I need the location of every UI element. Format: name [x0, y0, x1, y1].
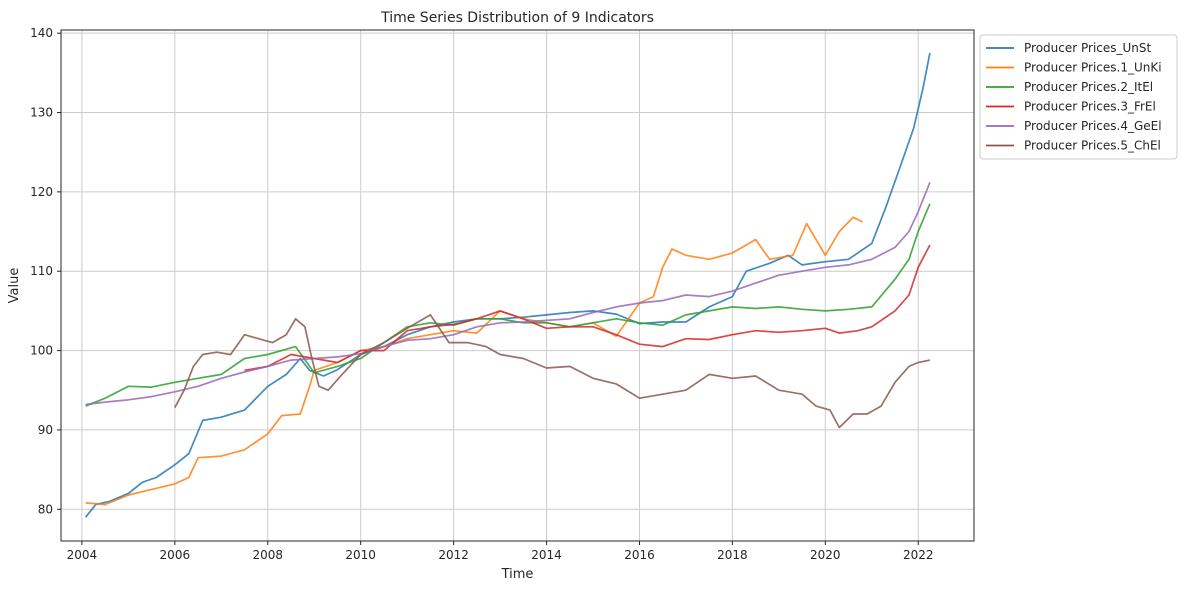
- y-tick-label: 130: [30, 106, 53, 120]
- x-tick-label: 2004: [67, 548, 98, 562]
- y-axis-ticks: 80 90 100 110 120 130 140: [30, 26, 61, 516]
- legend-entry: Producer Prices.2_ItEl: [1024, 80, 1153, 94]
- series-line: [85, 216, 863, 506]
- series-line: [85, 181, 931, 406]
- series-line: [85, 203, 931, 407]
- plot-area-frame: [60, 29, 975, 542]
- x-tick-label: 2014: [531, 548, 562, 562]
- x-tick-label: 2010: [345, 548, 376, 562]
- y-tick-label: 120: [30, 185, 53, 199]
- legend-frame: [979, 34, 1178, 160]
- x-tick-label: 2020: [810, 548, 841, 562]
- legend-entry: Producer Prices.4_GeEl: [1024, 119, 1162, 133]
- series-line: [84, 52, 931, 518]
- legend-entry: Producer Prices_UnSt: [1024, 41, 1152, 55]
- y-tick-label: 100: [30, 344, 53, 358]
- y-tick-label: 90: [38, 423, 53, 437]
- y-tick-label: 110: [30, 264, 53, 278]
- x-axis-ticks: 2004 2006 2008 2010 2012 2014 2016 2018 2020 2022: [67, 541, 934, 562]
- grid-lines: [61, 30, 974, 541]
- legend: Producer Prices_UnSt Producer Prices.1_Un…: [979, 34, 1178, 160]
- x-tick-label: 2006: [160, 548, 191, 562]
- series-line: [244, 244, 931, 372]
- series-line: [174, 314, 931, 429]
- chart-title: Time Series Distribution of 9 Indicators: [380, 10, 654, 26]
- x-tick-label: 2008: [252, 548, 283, 562]
- x-tick-label: 2012: [438, 548, 469, 562]
- y-tick-label: 80: [38, 502, 53, 516]
- x-tick-label: 2016: [624, 548, 655, 562]
- legend-entry: Producer Prices.3_FrEl: [1024, 100, 1156, 114]
- x-axis-label: Time: [501, 567, 534, 582]
- series-lines: [84, 52, 931, 518]
- legend-entry: Producer Prices.5_ChEl: [1024, 139, 1161, 153]
- y-tick-label: 140: [30, 26, 53, 40]
- x-tick-label: 2022: [903, 548, 934, 562]
- x-tick-label: 2018: [717, 548, 748, 562]
- legend-entry: Producer Prices.1_UnKi: [1024, 61, 1162, 75]
- y-axis-label: Value: [7, 268, 22, 304]
